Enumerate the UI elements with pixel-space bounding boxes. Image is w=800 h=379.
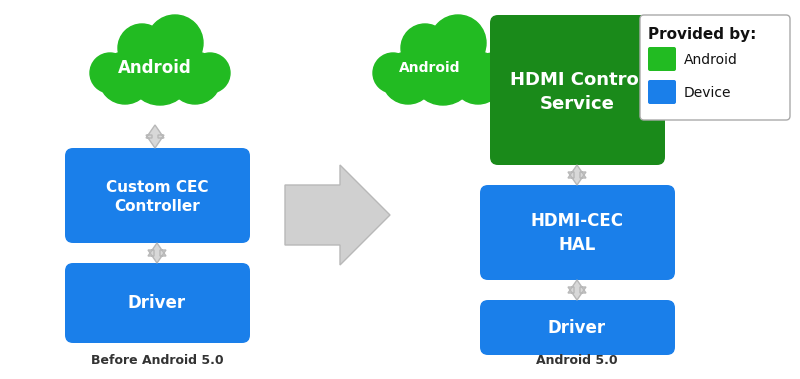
FancyBboxPatch shape xyxy=(640,15,790,120)
Circle shape xyxy=(118,24,166,72)
Polygon shape xyxy=(568,165,586,185)
Circle shape xyxy=(90,53,130,93)
Text: Provided by:: Provided by: xyxy=(648,28,756,42)
Text: Driver: Driver xyxy=(548,319,606,337)
Text: HDMI Control
Service: HDMI Control Service xyxy=(510,71,645,113)
Circle shape xyxy=(401,24,449,72)
Text: Device: Device xyxy=(684,86,731,100)
Circle shape xyxy=(411,41,475,105)
Circle shape xyxy=(415,30,471,86)
Text: Android: Android xyxy=(684,53,738,67)
Circle shape xyxy=(169,52,221,104)
Circle shape xyxy=(190,53,230,93)
Circle shape xyxy=(452,52,504,104)
Text: Before Android 5.0: Before Android 5.0 xyxy=(90,354,223,366)
Text: Android: Android xyxy=(118,59,192,77)
Circle shape xyxy=(473,53,513,93)
FancyBboxPatch shape xyxy=(647,18,669,40)
FancyBboxPatch shape xyxy=(648,47,676,71)
Polygon shape xyxy=(148,243,166,263)
Circle shape xyxy=(147,15,203,71)
Circle shape xyxy=(382,52,434,104)
FancyBboxPatch shape xyxy=(648,80,676,104)
Polygon shape xyxy=(568,280,586,300)
Circle shape xyxy=(99,52,151,104)
Polygon shape xyxy=(285,165,390,265)
FancyBboxPatch shape xyxy=(490,15,665,165)
FancyBboxPatch shape xyxy=(480,185,675,280)
Text: Android 5.0: Android 5.0 xyxy=(536,354,618,366)
Circle shape xyxy=(132,30,188,86)
Text: Custom CEC
Controller: Custom CEC Controller xyxy=(106,180,208,215)
Circle shape xyxy=(373,53,413,93)
FancyBboxPatch shape xyxy=(65,148,250,243)
Circle shape xyxy=(128,41,192,105)
Text: HDMI-CEC
HAL: HDMI-CEC HAL xyxy=(530,212,623,254)
FancyBboxPatch shape xyxy=(480,300,675,355)
Polygon shape xyxy=(146,125,164,148)
Text: Android: Android xyxy=(399,61,461,75)
Text: Driver: Driver xyxy=(128,294,186,312)
FancyBboxPatch shape xyxy=(65,263,250,343)
Circle shape xyxy=(430,15,486,71)
